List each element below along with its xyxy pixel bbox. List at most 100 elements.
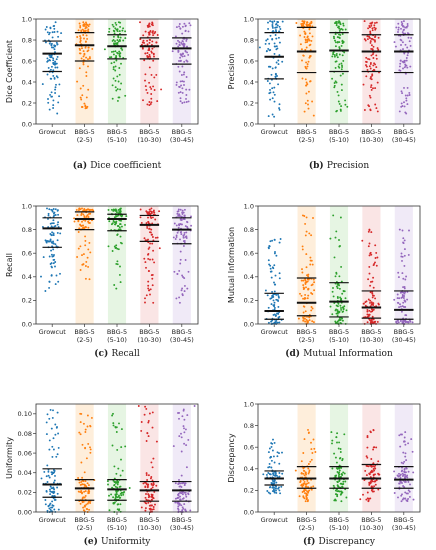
data-point	[143, 413, 146, 416]
data-point	[401, 41, 404, 44]
data-point	[54, 433, 57, 436]
x-tick-label: (2-5)	[77, 136, 93, 144]
x-tick-label: BBG-5	[394, 516, 414, 524]
y-tick-label: 0.6	[244, 57, 254, 65]
data-point	[397, 496, 399, 499]
data-point	[266, 38, 269, 41]
y-axis-label: Recall	[5, 253, 14, 277]
data-point	[366, 435, 369, 437]
data-point	[185, 39, 188, 42]
data-point	[362, 83, 365, 86]
data-point	[301, 245, 304, 248]
data-point	[179, 482, 182, 485]
y-tick-label: 0.2	[22, 297, 32, 305]
data-point	[86, 50, 89, 53]
data-point	[310, 441, 312, 444]
data-point	[305, 216, 308, 219]
data-point	[277, 293, 279, 296]
data-point	[341, 486, 344, 489]
data-point	[148, 41, 151, 44]
data-point	[44, 499, 47, 501]
data-point	[149, 39, 152, 41]
data-point	[115, 493, 118, 496]
data-point	[82, 21, 85, 24]
data-point	[51, 455, 54, 458]
data-point	[50, 91, 53, 94]
data-point	[184, 493, 187, 496]
data-point	[116, 28, 119, 31]
series-points-0	[264, 238, 284, 325]
data-point	[372, 318, 375, 321]
data-point	[270, 320, 273, 323]
data-point	[401, 293, 404, 296]
data-point	[273, 100, 276, 103]
data-point	[306, 39, 309, 42]
data-point	[272, 438, 274, 441]
data-point	[275, 489, 277, 492]
data-point	[146, 52, 149, 54]
data-point	[305, 253, 308, 256]
data-point	[403, 28, 405, 31]
data-point	[307, 432, 310, 434]
data-point	[54, 60, 57, 63]
category-band	[329, 206, 349, 324]
data-point	[333, 55, 336, 58]
data-point	[272, 267, 275, 270]
data-point	[403, 299, 406, 302]
data-point	[56, 486, 59, 489]
data-point	[307, 467, 310, 470]
data-point	[112, 35, 115, 38]
data-point	[178, 23, 181, 25]
data-point	[182, 211, 185, 214]
data-point	[305, 24, 308, 27]
y-tick-label: 0.8	[22, 226, 32, 234]
y-tick-label: 0.6	[22, 57, 32, 65]
data-point	[314, 451, 317, 453]
data-point	[366, 308, 369, 311]
data-point	[82, 34, 85, 36]
data-point	[267, 306, 270, 309]
data-point	[56, 209, 59, 212]
data-point	[156, 236, 159, 239]
data-point	[407, 489, 410, 492]
data-point	[305, 266, 308, 269]
data-point	[147, 26, 150, 28]
data-point	[142, 99, 144, 102]
data-point	[267, 115, 270, 118]
data-point	[300, 460, 303, 463]
data-point	[410, 438, 413, 441]
data-point	[398, 69, 401, 72]
data-point	[81, 94, 84, 97]
data-point	[151, 31, 154, 34]
data-point	[103, 48, 106, 51]
data-point	[177, 91, 180, 94]
data-point	[156, 100, 159, 103]
data-point	[87, 492, 90, 495]
data-point	[52, 242, 55, 245]
data-point	[124, 94, 127, 97]
data-point	[365, 498, 368, 501]
data-point	[158, 247, 161, 250]
data-point	[79, 25, 82, 27]
data-point	[180, 230, 183, 233]
data-point	[149, 258, 151, 261]
data-point	[116, 75, 119, 78]
data-point	[147, 280, 150, 283]
panel-caption: (d) Mutual Information	[285, 348, 393, 359]
data-point	[275, 485, 278, 488]
data-point	[369, 109, 372, 112]
series-points-1	[295, 20, 317, 117]
data-point	[305, 286, 307, 289]
data-point	[365, 64, 367, 67]
data-point	[53, 77, 56, 80]
data-point	[305, 494, 308, 497]
data-point	[276, 455, 279, 458]
data-point	[183, 214, 186, 217]
data-point	[294, 469, 297, 472]
data-point	[112, 412, 114, 415]
data-point	[310, 448, 313, 451]
data-point	[87, 265, 90, 268]
data-point	[178, 43, 181, 46]
data-point	[80, 57, 83, 60]
data-point	[178, 301, 181, 304]
